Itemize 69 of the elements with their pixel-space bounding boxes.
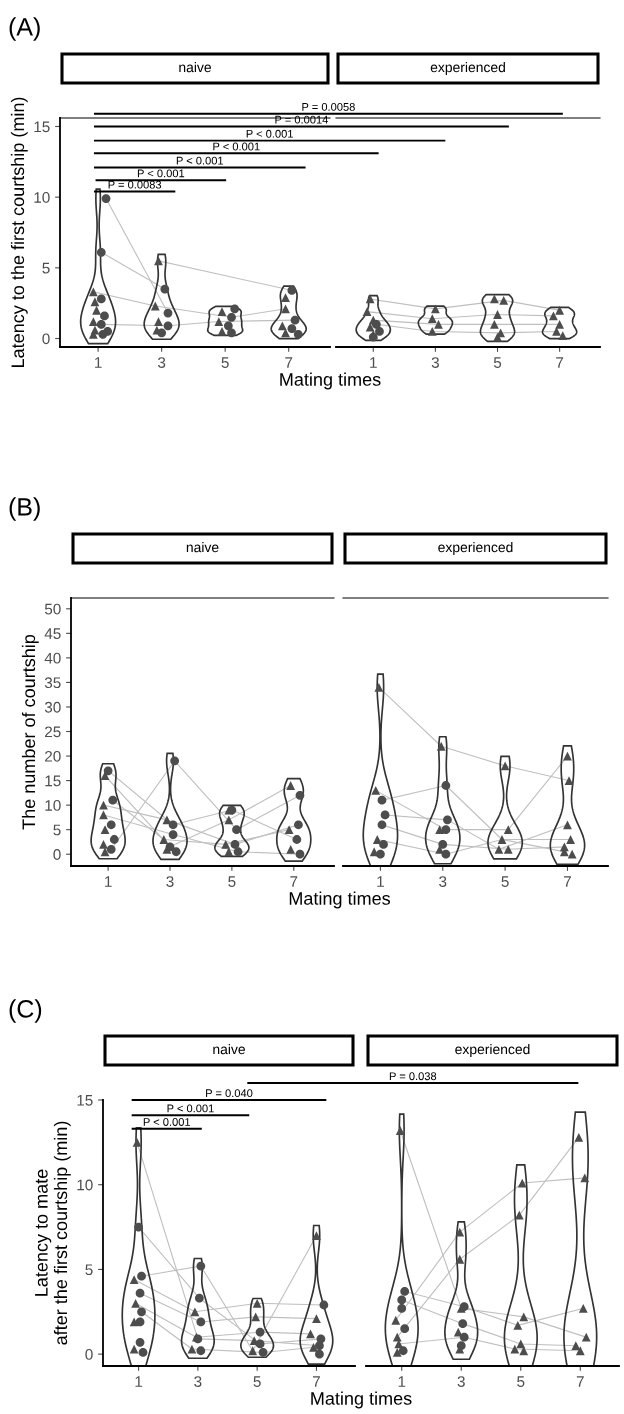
y-tick-label: 15 xyxy=(45,775,61,787)
chart-title: experienced xyxy=(455,1044,530,1057)
chart-title: naive xyxy=(213,1044,245,1055)
x-tick-label: 5 xyxy=(253,1376,261,1387)
text: P = 0.038 xyxy=(389,1072,437,1081)
x-tick-label: 3 xyxy=(439,876,447,887)
y-tick-label: 35 xyxy=(44,677,61,689)
text: (A) xyxy=(9,17,40,41)
y-axis-title: The number of courtship xyxy=(21,634,39,830)
y-tick-label: 10 xyxy=(34,192,50,203)
y-tick-label: 5 xyxy=(53,824,61,836)
x-axis-title: Mating times xyxy=(280,372,381,390)
x-tick-label: 7 xyxy=(556,357,564,368)
x-tick-label: 1 xyxy=(370,357,377,368)
text: (B) xyxy=(9,497,40,521)
x-axis-title: Mating times xyxy=(311,1391,412,1409)
y-tick-label: 30 xyxy=(44,701,61,713)
chart-title: experienced xyxy=(430,62,505,75)
x-tick-label: 3 xyxy=(457,1376,465,1387)
y-tick-label: 50 xyxy=(44,603,61,615)
y-axis-title: Latency to mate after the first courtship (min) xyxy=(35,1121,71,1345)
text: P = 0.040 xyxy=(206,1089,253,1098)
x-tick-label: 3 xyxy=(431,357,439,368)
y-tick-label: 10 xyxy=(45,800,61,811)
chart-title: naive xyxy=(186,542,219,553)
y-tick-label: 0 xyxy=(53,849,61,860)
x-tick-label: 7 xyxy=(290,876,298,887)
x-tick-label: 3 xyxy=(194,1376,202,1387)
x-tick-label: 7 xyxy=(312,1376,320,1387)
x-tick-label: 7 xyxy=(576,1376,584,1387)
x-tick-label: 1 xyxy=(95,357,102,368)
x-tick-label: 5 xyxy=(501,876,509,887)
x-tick-label: 1 xyxy=(398,1376,406,1387)
x-tick-label: 1 xyxy=(135,1376,143,1387)
y-tick-label: 25 xyxy=(45,726,61,738)
x-tick-label: 1 xyxy=(377,876,384,887)
y-tick-label: 5 xyxy=(42,262,50,274)
y-tick-label: 15 xyxy=(77,1095,93,1106)
y-tick-label: 45 xyxy=(44,628,61,640)
annotation: P < 0.001 xyxy=(143,1118,191,1126)
x-tick-label: 5 xyxy=(221,357,229,368)
x-tick-label: 1 xyxy=(105,876,112,887)
chart-title: naive xyxy=(179,62,211,73)
y-tick-label: 5 xyxy=(85,1264,93,1276)
x-tick-label: 7 xyxy=(285,357,293,368)
annotation: P = 0.0083 xyxy=(108,180,162,189)
text: (C) xyxy=(9,999,42,1023)
x-tick-label: 5 xyxy=(493,357,502,368)
y-tick-label: 0 xyxy=(42,333,50,345)
x-tick-label: 5 xyxy=(517,1376,525,1387)
y-axis-title: Latency to the first courtship (min) xyxy=(10,97,28,367)
annotation: P = 0.0014 xyxy=(275,115,329,124)
x-tick-label: 3 xyxy=(166,876,174,887)
annotation: P < 0.001 xyxy=(213,142,260,151)
annotation: P < 0.001 xyxy=(167,1104,214,1113)
annotation: P < 0.001 xyxy=(246,129,293,138)
y-tick-label: 0 xyxy=(85,1349,93,1360)
text: P = 0.0058 xyxy=(302,103,355,111)
chart-title: experienced xyxy=(438,542,513,555)
y-tick-label: 40 xyxy=(44,652,61,664)
annotation: P < 0.001 xyxy=(137,169,185,178)
x-tick-label: 5 xyxy=(228,876,236,887)
y-tick-label: 10 xyxy=(77,1179,93,1191)
x-axis-title: Mating times xyxy=(289,891,391,909)
y-tick-label: 15 xyxy=(34,121,50,133)
x-tick-label: 3 xyxy=(157,357,166,368)
annotation: P < 0.001 xyxy=(176,156,224,165)
y-tick-label: 20 xyxy=(45,750,61,762)
x-tick-label: 7 xyxy=(564,876,571,887)
